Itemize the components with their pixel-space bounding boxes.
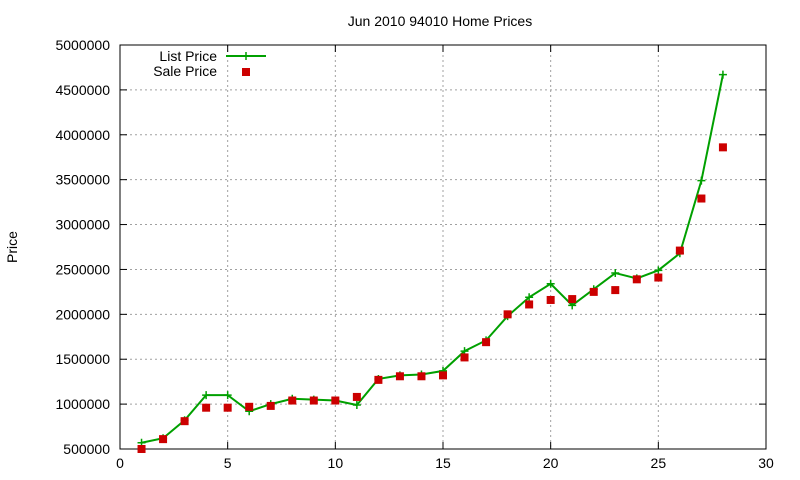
y-tick-label: 1000000 xyxy=(55,396,110,412)
y-axis: 500000 1000000 1500000 2000000 2500000 300000… xyxy=(55,37,766,457)
sale-price-point xyxy=(288,396,297,405)
y-tick-label: 1500000 xyxy=(55,351,110,367)
sale-price-point xyxy=(568,295,577,304)
sale-price-point xyxy=(482,338,491,347)
sale-price-point xyxy=(180,417,189,426)
sale-price-point xyxy=(503,310,512,319)
x-tick-label: 30 xyxy=(758,455,774,471)
x-tick-label: 0 xyxy=(116,455,124,471)
legend-marker-list-price xyxy=(242,52,250,60)
sale-price-point xyxy=(525,300,534,309)
sale-price-point xyxy=(439,371,447,380)
x-tick-label: 5 xyxy=(224,455,232,471)
sale-price-point xyxy=(718,143,727,152)
y-tick-label: 4000000 xyxy=(55,127,110,143)
sale-price-point xyxy=(352,392,361,401)
list-price-point xyxy=(654,266,663,275)
y-tick-label: 3500000 xyxy=(55,172,110,188)
list-price-line xyxy=(141,74,724,444)
sale-price-point xyxy=(417,372,426,381)
list-price-point xyxy=(611,269,620,278)
legend-label-sale-price: Sale Price xyxy=(153,63,217,79)
list-price-point xyxy=(223,391,232,400)
x-tick-label: 10 xyxy=(328,455,344,471)
sale-price-point xyxy=(460,353,469,362)
x-tick-label: 25 xyxy=(651,455,667,471)
y-tick-label: 2000000 xyxy=(55,306,110,322)
sale-price-point xyxy=(697,194,706,203)
list-price-point xyxy=(525,293,534,302)
sale-price-point xyxy=(654,273,663,282)
sale-price-point xyxy=(611,286,620,295)
sale-price-point xyxy=(395,372,404,381)
sale-price-point xyxy=(374,375,383,384)
x-axis: 0 5 10 15 20 25 30 xyxy=(116,45,774,471)
sale-price-point xyxy=(223,403,232,412)
chart-title: Jun 2010 94010 Home Prices xyxy=(348,13,532,29)
legend-marker-sale-price xyxy=(242,68,250,76)
legend-label-list-price: List Price xyxy=(159,48,217,64)
sale-price-point xyxy=(159,435,168,444)
sale-price-point xyxy=(675,246,684,255)
list-price-point xyxy=(718,70,727,79)
y-tick-label: 3000000 xyxy=(55,217,110,233)
sale-price-point xyxy=(202,403,211,412)
sale-price-point xyxy=(632,275,641,284)
y-axis-label: Price xyxy=(4,231,20,263)
y-tick-label: 500000 xyxy=(63,441,110,457)
sale-price-point xyxy=(245,402,254,411)
sale-price-point xyxy=(137,445,146,453)
series-layer xyxy=(137,70,727,453)
x-tick-label: 15 xyxy=(435,455,451,471)
x-tick-label: 20 xyxy=(543,455,559,471)
list-price-point xyxy=(202,391,211,400)
list-price-point xyxy=(546,279,555,288)
list-price-point xyxy=(697,176,706,185)
y-tick-label: 5000000 xyxy=(55,37,110,53)
sale-price-point xyxy=(546,295,555,304)
y-tick-label: 2500000 xyxy=(55,261,110,277)
sale-price-point xyxy=(309,396,318,405)
sale-price-point xyxy=(589,287,598,296)
sale-price-point xyxy=(266,401,275,410)
y-tick-label: 4500000 xyxy=(55,82,110,98)
grid xyxy=(120,45,766,449)
sale-price-point xyxy=(331,396,340,405)
list-price-point xyxy=(352,401,361,410)
